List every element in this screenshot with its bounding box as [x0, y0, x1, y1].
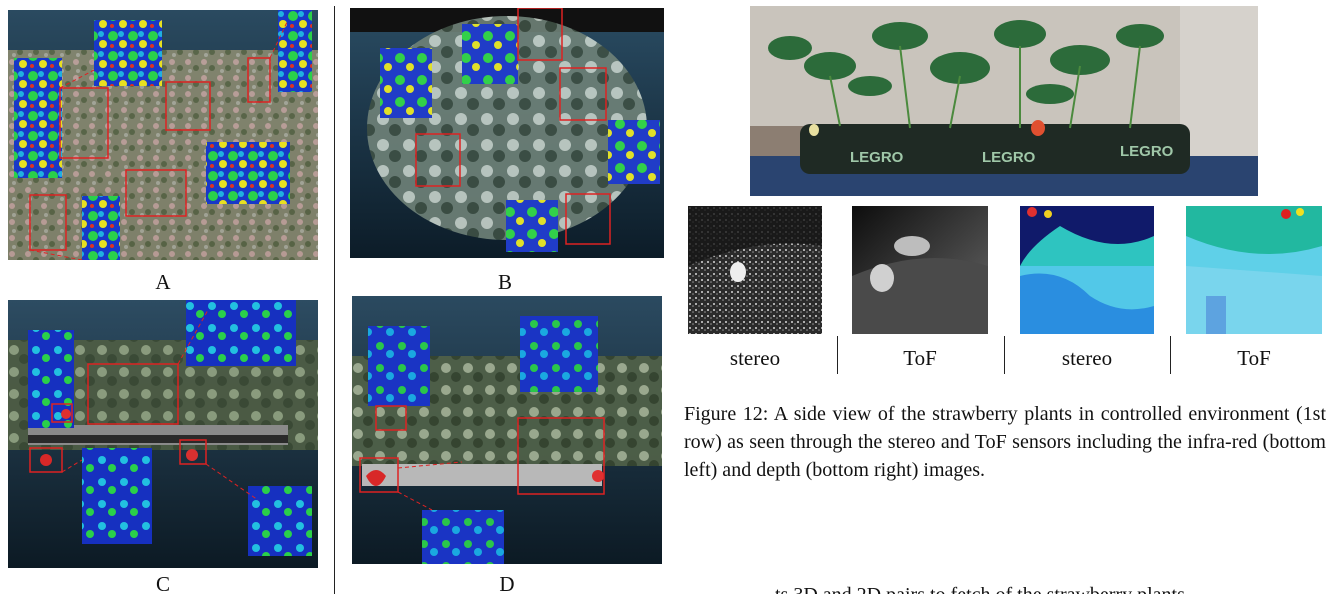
tof-depth-image — [1186, 206, 1322, 334]
label-stereo-ir: stereo — [729, 346, 781, 370]
tof-ir-image — [852, 206, 988, 334]
sensor-divider-1 — [837, 336, 838, 374]
panel-a-label: A — [155, 270, 171, 294]
sensor-divider-2 — [1004, 336, 1005, 374]
figure-caption: Figure 12: A side view of the strawberry… — [684, 403, 1326, 481]
panel-d-label: D — [499, 572, 515, 596]
body-text-fragment: ...ts 3D and 2D pairs to fetch of the st… — [760, 578, 1326, 594]
panel-d-image — [352, 296, 662, 564]
stereo-depth-image — [1020, 206, 1154, 334]
panel-c-image — [8, 300, 318, 568]
panel-b-image — [350, 8, 664, 258]
label-tof-ir: ToF — [903, 346, 937, 370]
column-divider — [334, 6, 335, 594]
stereo-ir-image — [688, 206, 822, 334]
bag-label-2: LEGRO — [982, 149, 1036, 166]
label-tof-depth: ToF — [1237, 346, 1271, 370]
panel-c-label: C — [155, 572, 170, 596]
panel-a-image — [8, 10, 318, 260]
label-stereo-depth: stereo — [1061, 346, 1113, 370]
bag-label-3: LEGRO — [1120, 143, 1174, 160]
sensor-divider-3 — [1170, 336, 1171, 374]
strawberry-photo: LEGRO LEGRO LEGRO — [750, 6, 1258, 196]
bag-label-1: LEGRO — [850, 149, 904, 166]
panel-b-label: B — [497, 270, 512, 294]
